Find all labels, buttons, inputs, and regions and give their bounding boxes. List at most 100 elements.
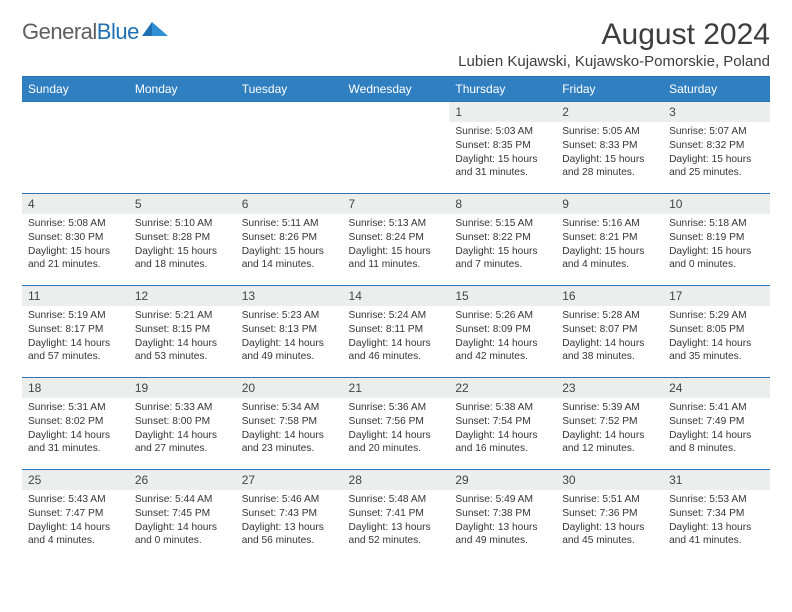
day-number: 23 — [556, 377, 663, 398]
daylight-line-1: Daylight: 13 hours — [349, 521, 444, 535]
daylight-line-1: Daylight: 14 hours — [562, 337, 657, 351]
sunrise-line: Sunrise: 5:13 AM — [349, 217, 444, 231]
sunrise-line: Sunrise: 5:11 AM — [242, 217, 337, 231]
weekday-header: Thursday — [449, 77, 556, 101]
sunset-line: Sunset: 8:02 PM — [28, 415, 123, 429]
daylight-line-2: and 4 minutes. — [562, 258, 657, 272]
day-details: Sunrise: 5:10 AMSunset: 8:28 PMDaylight:… — [129, 214, 236, 278]
sunrise-line: Sunrise: 5:28 AM — [562, 309, 657, 323]
daylight-line-2: and 14 minutes. — [242, 258, 337, 272]
calendar-cell: 26Sunrise: 5:44 AMSunset: 7:45 PMDayligh… — [129, 469, 236, 561]
day-number: 15 — [449, 285, 556, 306]
daylight-line-2: and 57 minutes. — [28, 350, 123, 364]
calendar-cell: 24Sunrise: 5:41 AMSunset: 7:49 PMDayligh… — [663, 377, 770, 469]
calendar-week-row: 25Sunrise: 5:43 AMSunset: 7:47 PMDayligh… — [22, 469, 770, 561]
sunset-line: Sunset: 8:07 PM — [562, 323, 657, 337]
daylight-line-2: and 11 minutes. — [349, 258, 444, 272]
day-number-empty — [129, 101, 236, 122]
day-details: Sunrise: 5:31 AMSunset: 8:02 PMDaylight:… — [22, 398, 129, 462]
calendar-week-row: 1Sunrise: 5:03 AMSunset: 8:35 PMDaylight… — [22, 101, 770, 193]
daylight-line-2: and 35 minutes. — [669, 350, 764, 364]
daylight-line-2: and 45 minutes. — [562, 534, 657, 548]
calendar-body: 1Sunrise: 5:03 AMSunset: 8:35 PMDaylight… — [22, 101, 770, 561]
calendar-cell: 17Sunrise: 5:29 AMSunset: 8:05 PMDayligh… — [663, 285, 770, 377]
calendar-cell: 30Sunrise: 5:51 AMSunset: 7:36 PMDayligh… — [556, 469, 663, 561]
calendar-cell: 28Sunrise: 5:48 AMSunset: 7:41 PMDayligh… — [343, 469, 450, 561]
month-title: August 2024 — [458, 18, 770, 51]
daylight-line-1: Daylight: 15 hours — [455, 153, 550, 167]
day-details: Sunrise: 5:16 AMSunset: 8:21 PMDaylight:… — [556, 214, 663, 278]
calendar-cell: 20Sunrise: 5:34 AMSunset: 7:58 PMDayligh… — [236, 377, 343, 469]
day-number: 1 — [449, 101, 556, 122]
sunset-line: Sunset: 8:28 PM — [135, 231, 230, 245]
daylight-line-1: Daylight: 13 hours — [562, 521, 657, 535]
sunrise-line: Sunrise: 5:41 AM — [669, 401, 764, 415]
sunrise-line: Sunrise: 5:53 AM — [669, 493, 764, 507]
sunrise-line: Sunrise: 5:05 AM — [562, 125, 657, 139]
calendar-week-row: 4Sunrise: 5:08 AMSunset: 8:30 PMDaylight… — [22, 193, 770, 285]
sunrise-line: Sunrise: 5:46 AM — [242, 493, 337, 507]
calendar-cell: 19Sunrise: 5:33 AMSunset: 8:00 PMDayligh… — [129, 377, 236, 469]
logo: GeneralBlue — [22, 18, 170, 46]
calendar-cell: 4Sunrise: 5:08 AMSunset: 8:30 PMDaylight… — [22, 193, 129, 285]
weekday-header: Sunday — [22, 77, 129, 101]
day-number: 20 — [236, 377, 343, 398]
daylight-line-1: Daylight: 15 hours — [562, 245, 657, 259]
day-number: 4 — [22, 193, 129, 214]
sunrise-line: Sunrise: 5:36 AM — [349, 401, 444, 415]
day-details: Sunrise: 5:13 AMSunset: 8:24 PMDaylight:… — [343, 214, 450, 278]
daylight-line-1: Daylight: 14 hours — [349, 337, 444, 351]
daylight-line-2: and 52 minutes. — [349, 534, 444, 548]
sunrise-line: Sunrise: 5:18 AM — [669, 217, 764, 231]
sunrise-line: Sunrise: 5:39 AM — [562, 401, 657, 415]
sunset-line: Sunset: 7:41 PM — [349, 507, 444, 521]
day-number: 27 — [236, 469, 343, 490]
daylight-line-2: and 23 minutes. — [242, 442, 337, 456]
sunset-line: Sunset: 7:47 PM — [28, 507, 123, 521]
calendar-week-row: 18Sunrise: 5:31 AMSunset: 8:02 PMDayligh… — [22, 377, 770, 469]
day-number: 29 — [449, 469, 556, 490]
calendar-cell: 5Sunrise: 5:10 AMSunset: 8:28 PMDaylight… — [129, 193, 236, 285]
day-number-empty — [22, 101, 129, 122]
daylight-line-2: and 28 minutes. — [562, 166, 657, 180]
sunrise-line: Sunrise: 5:31 AM — [28, 401, 123, 415]
weekday-header: Saturday — [663, 77, 770, 101]
daylight-line-1: Daylight: 13 hours — [242, 521, 337, 535]
calendar-cell — [236, 101, 343, 193]
sunrise-line: Sunrise: 5:48 AM — [349, 493, 444, 507]
calendar-page: GeneralBlue August 2024 Lubien Kujawski,… — [0, 0, 792, 571]
daylight-line-1: Daylight: 15 hours — [135, 245, 230, 259]
day-number: 14 — [343, 285, 450, 306]
logo-text-1: General — [22, 19, 97, 45]
day-number: 11 — [22, 285, 129, 306]
day-number: 5 — [129, 193, 236, 214]
daylight-line-2: and 49 minutes. — [455, 534, 550, 548]
daylight-line-1: Daylight: 14 hours — [455, 429, 550, 443]
daylight-line-2: and 4 minutes. — [28, 534, 123, 548]
daylight-line-2: and 27 minutes. — [135, 442, 230, 456]
sunrise-line: Sunrise: 5:10 AM — [135, 217, 230, 231]
sunset-line: Sunset: 8:05 PM — [669, 323, 764, 337]
sunset-line: Sunset: 8:13 PM — [242, 323, 337, 337]
sunset-line: Sunset: 7:52 PM — [562, 415, 657, 429]
calendar-table: Sunday Monday Tuesday Wednesday Thursday… — [22, 77, 770, 561]
calendar-cell: 9Sunrise: 5:16 AMSunset: 8:21 PMDaylight… — [556, 193, 663, 285]
day-details: Sunrise: 5:51 AMSunset: 7:36 PMDaylight:… — [556, 490, 663, 554]
day-details: Sunrise: 5:23 AMSunset: 8:13 PMDaylight:… — [236, 306, 343, 370]
day-details: Sunrise: 5:18 AMSunset: 8:19 PMDaylight:… — [663, 214, 770, 278]
calendar-cell: 12Sunrise: 5:21 AMSunset: 8:15 PMDayligh… — [129, 285, 236, 377]
daylight-line-2: and 12 minutes. — [562, 442, 657, 456]
sunrise-line: Sunrise: 5:29 AM — [669, 309, 764, 323]
logo-text-2: Blue — [97, 19, 139, 45]
daylight-line-1: Daylight: 14 hours — [28, 521, 123, 535]
day-details: Sunrise: 5:08 AMSunset: 8:30 PMDaylight:… — [22, 214, 129, 278]
daylight-line-2: and 16 minutes. — [455, 442, 550, 456]
sunset-line: Sunset: 8:09 PM — [455, 323, 550, 337]
daylight-line-2: and 56 minutes. — [242, 534, 337, 548]
day-details: Sunrise: 5:39 AMSunset: 7:52 PMDaylight:… — [556, 398, 663, 462]
day-details: Sunrise: 5:33 AMSunset: 8:00 PMDaylight:… — [129, 398, 236, 462]
sunset-line: Sunset: 8:19 PM — [669, 231, 764, 245]
daylight-line-2: and 46 minutes. — [349, 350, 444, 364]
day-number: 9 — [556, 193, 663, 214]
day-number: 7 — [343, 193, 450, 214]
